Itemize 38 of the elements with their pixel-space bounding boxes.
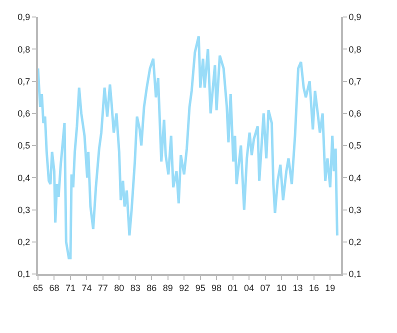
x-tick-label: 95 xyxy=(195,282,206,293)
x-tick-label: 65 xyxy=(32,282,44,293)
x-tick-label: 89 xyxy=(162,282,173,293)
y-tick-label: 0,9 xyxy=(18,12,30,22)
y2-tick-label: 0,5 xyxy=(348,140,362,151)
y2-tick-label: 0,8 xyxy=(348,44,362,54)
y2-tick-label: 0,1 xyxy=(348,269,362,280)
x-tick-label: 74 xyxy=(82,282,92,293)
y2-tick-label: 0,9 xyxy=(348,12,362,22)
x-tick-label: 01 xyxy=(228,282,238,293)
x-tick-label: 19 xyxy=(325,282,336,293)
y-tick-label: 0,2 xyxy=(18,237,30,248)
y2-tick-label: 0,7 xyxy=(348,76,362,86)
x-tick-label: 10 xyxy=(276,282,286,293)
y-tick-label: 0,1 xyxy=(18,269,30,280)
x-tick-label: 13 xyxy=(292,282,303,293)
y2-tick-label: 0,6 xyxy=(348,108,362,119)
x-tick-label: 77 xyxy=(98,282,108,293)
y2-tick-label: 0,3 xyxy=(348,204,362,215)
y-tick-label: 0,6 xyxy=(18,108,30,119)
x-tick-label: 04 xyxy=(244,282,254,293)
y-tick-label: 0,4 xyxy=(18,172,30,183)
y-tick-label: 0,7 xyxy=(18,76,30,86)
x-tick-label: 68 xyxy=(49,282,60,293)
x-tick-label: 92 xyxy=(179,282,190,293)
y2-tick-label: 0,2 xyxy=(348,237,362,248)
y-tick-label: 0,3 xyxy=(18,204,30,215)
x-tick-label: 86 xyxy=(146,282,157,293)
x-tick-label: 16 xyxy=(308,282,319,293)
x-tick-label: 71 xyxy=(65,282,76,293)
x-tick-label: 07 xyxy=(260,282,270,293)
y-tick-label: 0,8 xyxy=(18,44,30,54)
y2-tick-label: 0,4 xyxy=(348,172,362,183)
line-series xyxy=(38,35,338,260)
x-tick-label: 98 xyxy=(212,282,222,293)
x-tick-label: 83 xyxy=(130,282,140,293)
x-tick-label: 80 xyxy=(114,282,124,293)
y-tick-label: 0,5 xyxy=(18,140,30,151)
